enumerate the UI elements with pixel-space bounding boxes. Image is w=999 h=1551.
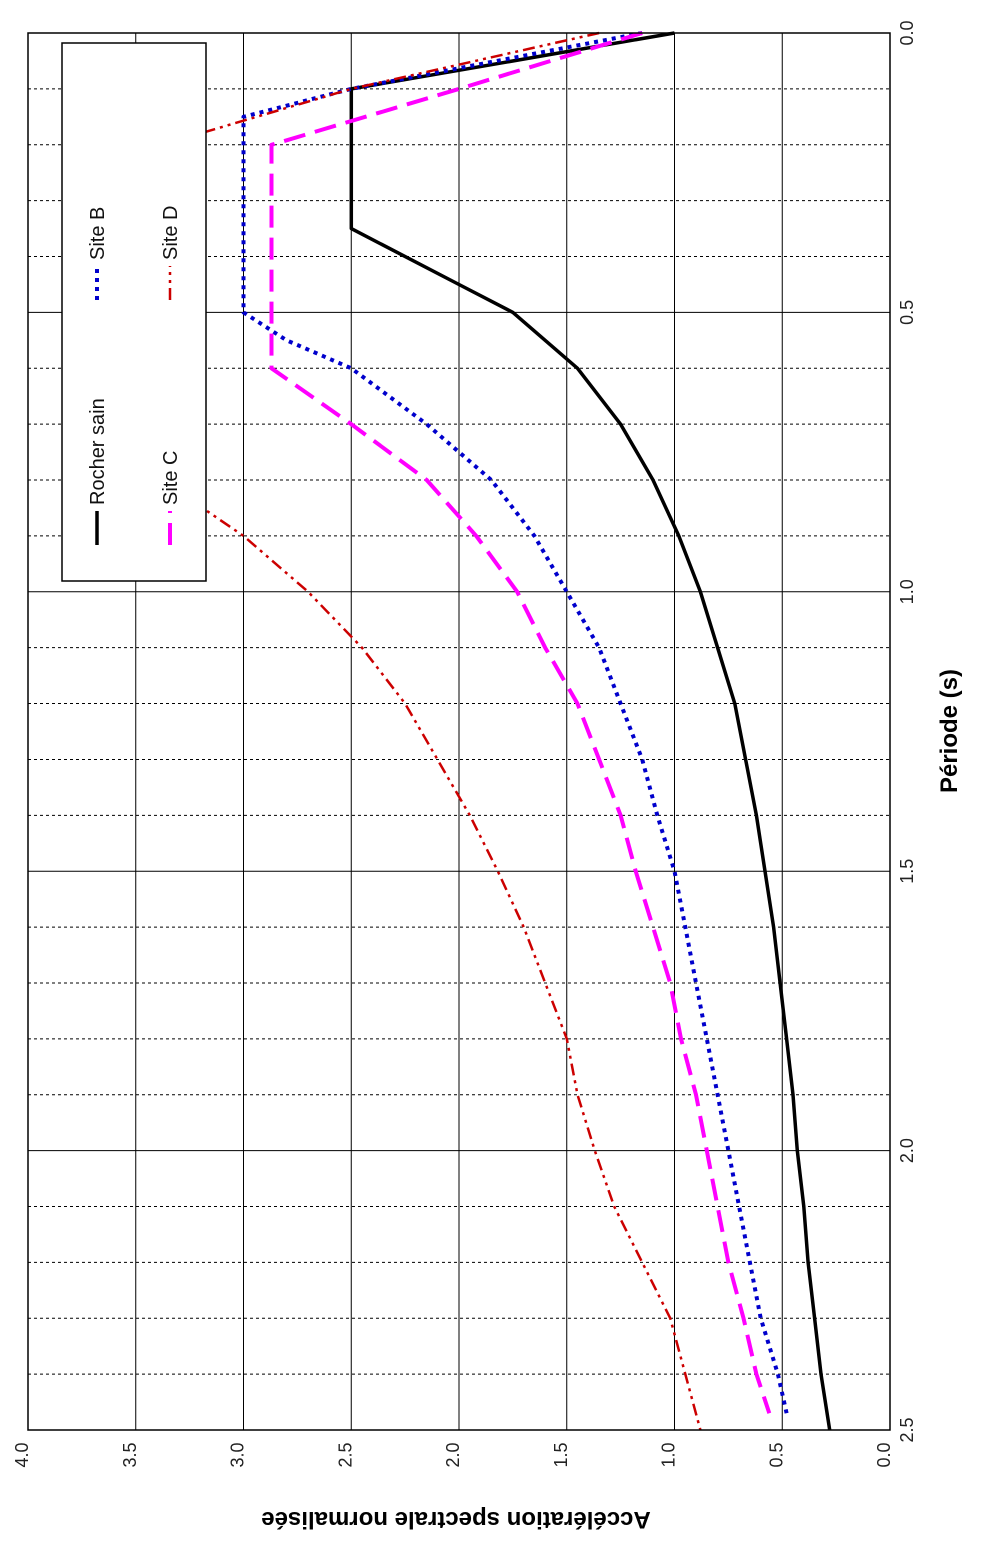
grid — [28, 33, 890, 1430]
y-axis-title: Accélération spectrale normalisée — [261, 1506, 651, 1533]
legend-box — [61, 42, 207, 582]
legend: Rocher sain Site B Site C Site D — [61, 42, 207, 582]
plot-frame — [27, 32, 891, 1431]
x-axis-title: Période (s) — [936, 669, 963, 793]
y-tick-label: 1.0 — [659, 1442, 679, 1467]
y-tick-label: 1.5 — [551, 1442, 571, 1467]
x-tick-label: 2.5 — [897, 1417, 917, 1442]
legend-label: Rocher sain — [87, 398, 109, 505]
series-line-rocher-sain — [349, 31, 832, 1431]
y-tick-label: 2.0 — [443, 1442, 463, 1467]
y-tick-label: 2.5 — [335, 1442, 355, 1467]
y-tick-label: 0.5 — [766, 1442, 786, 1467]
y-tick-label: 4.0 — [12, 1442, 32, 1467]
y-tick-label: 3.0 — [228, 1442, 248, 1467]
legend-label: Site B — [87, 207, 109, 260]
x-tick-label: 0.0 — [897, 20, 917, 45]
x-tick-label: 1.5 — [897, 859, 917, 884]
x-tick-label: 0.5 — [897, 300, 917, 325]
x-tick-label: 2.0 — [897, 1138, 917, 1163]
y-tick-label: 3.5 — [120, 1442, 140, 1467]
series-line-site-c — [269, 31, 772, 1414]
legend-label: Site D — [160, 206, 182, 260]
tick-labels: 0.00.51.01.52.02.50.00.51.01.52.02.53.03… — [12, 20, 917, 1467]
legend-label: Site C — [160, 451, 182, 505]
x-tick-label: 1.0 — [897, 579, 917, 604]
y-tick-label: 0.0 — [874, 1442, 894, 1467]
